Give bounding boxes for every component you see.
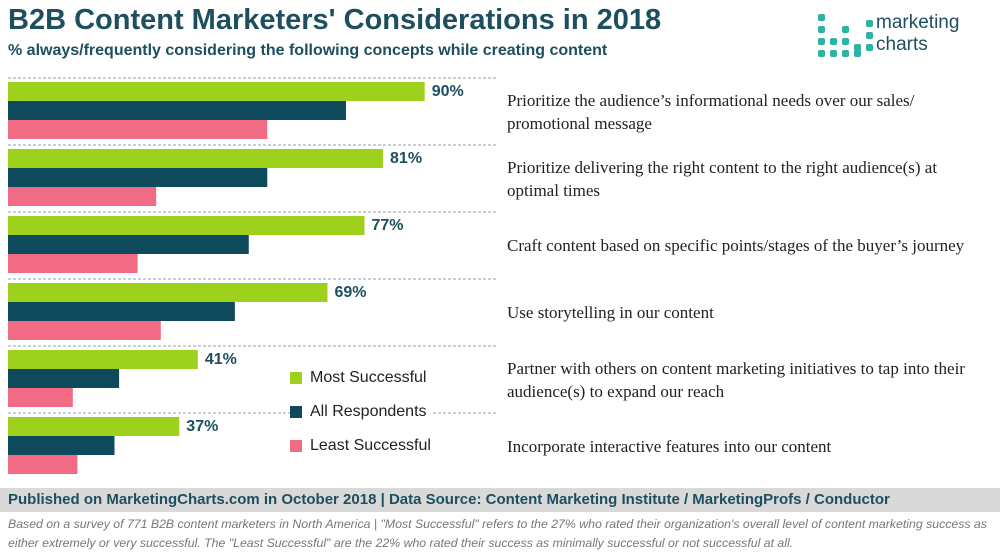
bar [8, 369, 120, 388]
legend-item: All Respondents [290, 403, 431, 421]
bar [8, 254, 138, 273]
chart-subtitle: % always/frequently considering the foll… [8, 42, 608, 59]
legend-swatch [290, 372, 302, 384]
legend-swatch [290, 406, 302, 418]
bar [8, 168, 268, 187]
value-label: 90% [431, 83, 464, 100]
bar [8, 120, 268, 139]
bar [8, 321, 161, 340]
bar [8, 417, 180, 436]
chart-title: B2B Content Marketers' Considerations in… [8, 4, 662, 36]
logo: marketing charts [876, 12, 959, 56]
category-label: Incorporate interactive features into ou… [507, 437, 832, 456]
bar [8, 302, 235, 321]
logo-text: charts [876, 34, 928, 55]
legend-item: Most Successful [290, 369, 431, 387]
value-label: 37% [186, 418, 219, 435]
bar [8, 216, 365, 235]
bar [8, 82, 425, 101]
source: Published on MarketingCharts.com in Octo… [0, 488, 1000, 512]
value-label: 41% [204, 351, 237, 368]
bar [8, 436, 115, 455]
legend-label: Most Successful [310, 369, 427, 386]
bar [8, 235, 249, 254]
logo-text: marketing [876, 12, 960, 33]
bar [8, 350, 198, 369]
legend-item: Least Successful [290, 437, 435, 455]
category-label: Craft content based on specific points/s… [507, 236, 965, 255]
legend-swatch [290, 440, 302, 452]
bar [8, 283, 328, 302]
value-label: 69% [334, 284, 367, 301]
category-label: Use storytelling in our content [507, 303, 714, 322]
bar [8, 187, 157, 206]
value-label: 81% [390, 150, 423, 167]
bar [8, 101, 346, 120]
legend-label: Least Successful [310, 437, 431, 454]
logo-dots [818, 14, 873, 57]
legend-label: All Respondents [310, 403, 427, 420]
note: Based on a survey of 771 B2B content mar… [8, 517, 987, 550]
category-label: Partner with others on content marketing… [507, 358, 965, 401]
bar [8, 455, 78, 474]
bar [8, 388, 73, 407]
bar [8, 149, 384, 168]
value-label: 77% [371, 217, 404, 234]
category-label: Prioritize the audience’s informational … [507, 90, 915, 133]
category-label: Prioritize delivering the right content … [507, 157, 938, 200]
